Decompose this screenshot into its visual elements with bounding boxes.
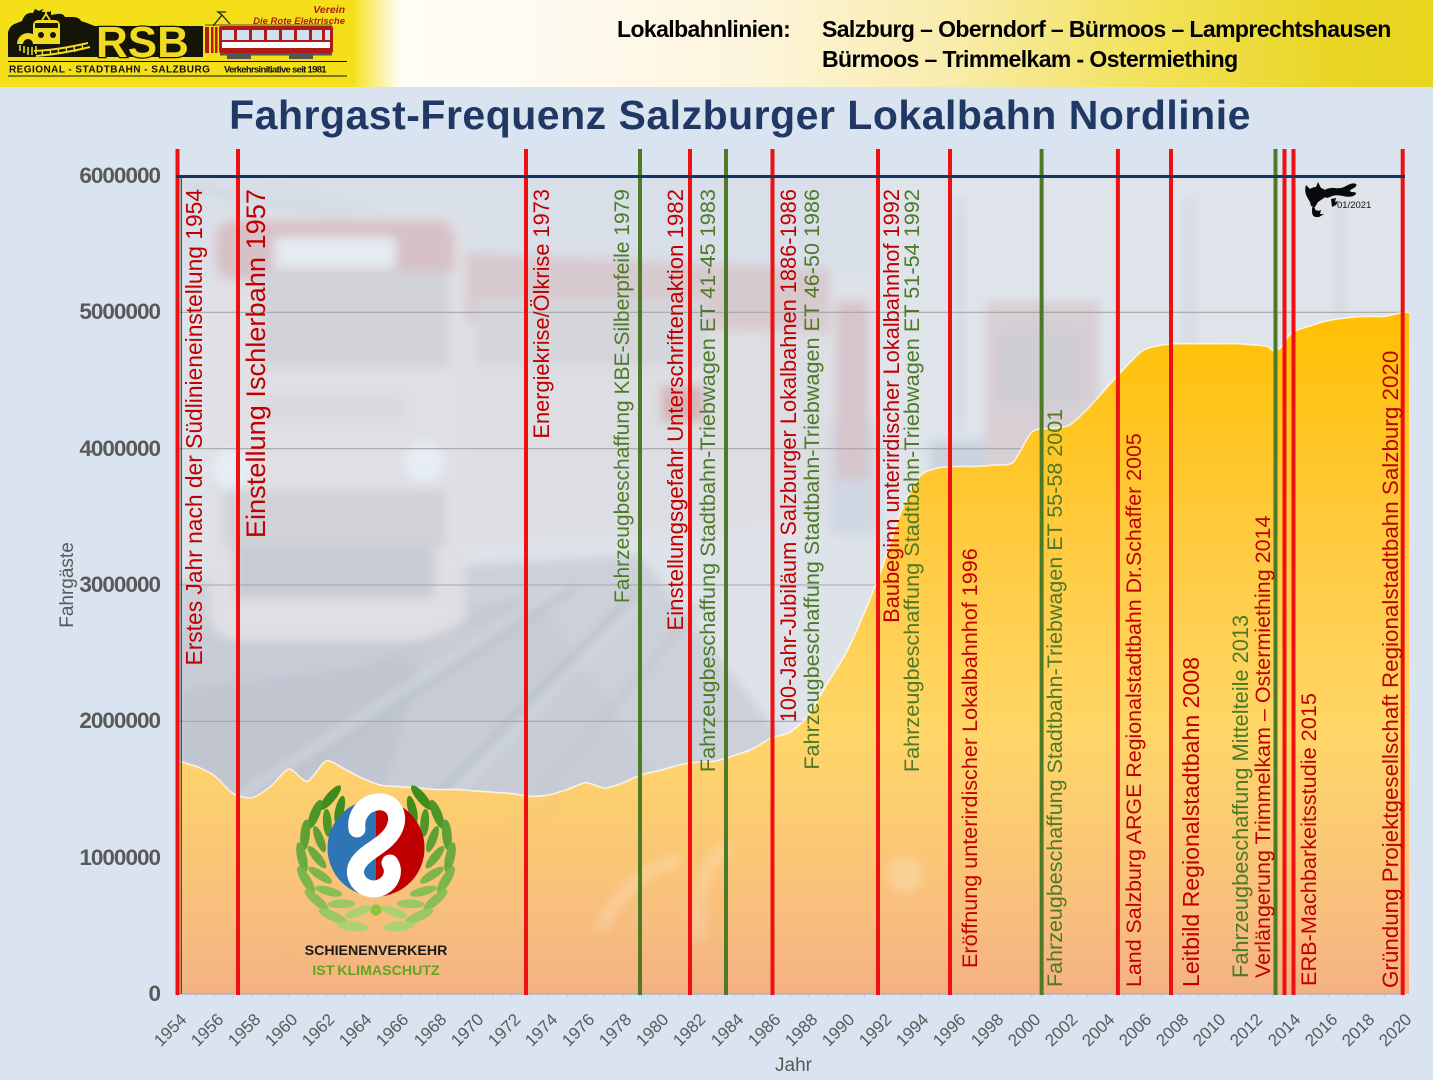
svg-text:Die Rote Elektrische: Die Rote Elektrische bbox=[253, 16, 346, 27]
svg-text:RSB: RSB bbox=[96, 18, 189, 67]
svg-text:SCHIENENVERKEHR: SCHIENENVERKEHR bbox=[305, 943, 448, 959]
svg-text:Verkehrsinitiative seit 1981: Verkehrsinitiative seit 1981 bbox=[224, 65, 327, 76]
svg-text:REGIONAL - STADTBAHN - SALZBUR: REGIONAL - STADTBAHN - SALZBURG bbox=[9, 65, 210, 76]
svg-text:Verein: Verein bbox=[313, 4, 345, 16]
svg-text:IST KLIMASCHUTZ: IST KLIMASCHUTZ bbox=[312, 963, 440, 979]
